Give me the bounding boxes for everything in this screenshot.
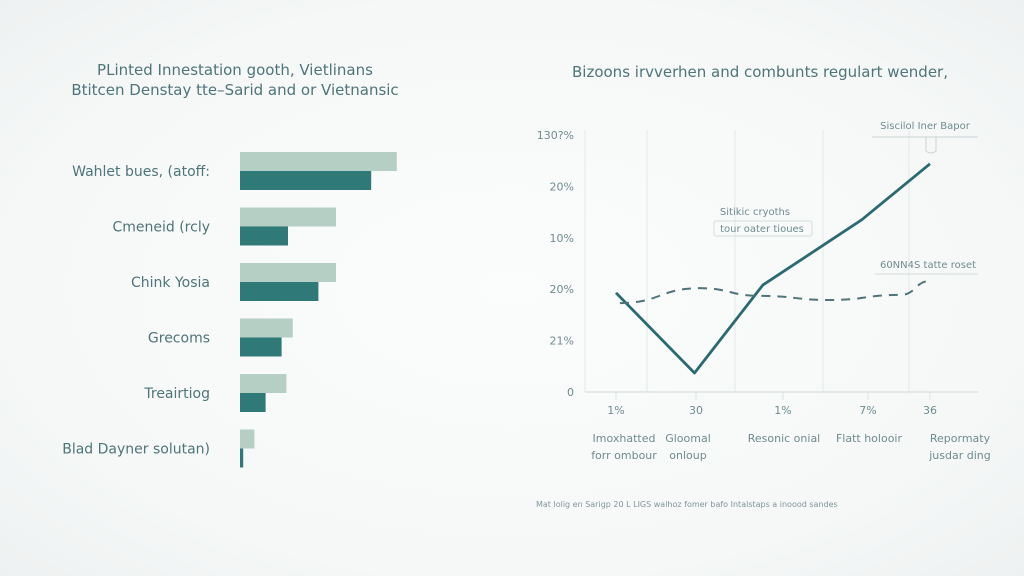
bar-category-label: Grecoms — [148, 331, 210, 347]
y-tick-label: 20% — [550, 180, 574, 193]
y-tick-label: 130?% — [537, 129, 574, 142]
bar-chart-title-line: Btitcen Denstay tte–Sarid and or Vietnan… — [71, 81, 399, 99]
bar-category-label: Cmeneid (rcly — [112, 220, 210, 236]
bar-series-dark — [240, 282, 319, 301]
footnote: Mat lolig en Sarigp 20 L LIGS walhoz fom… — [536, 500, 838, 509]
x-category-label: Flatt holooir — [836, 432, 903, 445]
line-series-solid — [614, 162, 931, 375]
y-tick-label: 21% — [550, 335, 574, 348]
x-category-label: Imoxhatted — [593, 432, 656, 445]
x-category-label: Resonic onial — [748, 432, 821, 445]
x-category-label: Gloomal — [665, 432, 711, 445]
x-tick-label: 7% — [859, 404, 876, 417]
annotation-label: tour oater tioues — [720, 224, 804, 235]
y-tick-label: 0 — [567, 386, 574, 399]
annotation-label: 60NN4S tatte roset — [880, 260, 976, 271]
x-category-label: onloup — [669, 449, 706, 462]
bar-series-dark — [240, 448, 244, 468]
x-tick-label: 36 — [923, 404, 937, 417]
bar-chart-title: PLinted Innestation gooth, Vietlinans Bt… — [40, 60, 430, 100]
annotation-label: Sitikic cryoths — [720, 207, 790, 218]
y-tick-label: 10% — [550, 232, 574, 245]
line-series-dashed — [619, 279, 931, 305]
line-chart-title: Bizoons irvverhen and combunts regulart … — [572, 63, 948, 81]
x-tick-label: 30 — [689, 404, 703, 417]
x-category-label: Repormaty — [930, 432, 991, 445]
x-tick-label: 1% — [774, 404, 791, 417]
bar-series-light — [240, 263, 336, 282]
bar-chart-title-line: PLinted Innestation gooth, Vietlinans — [97, 61, 373, 79]
bar-series-dark — [240, 171, 372, 190]
annotation-box — [713, 220, 813, 237]
y-tick-label: 20% — [550, 283, 574, 296]
annotation-label: Siscilol Iner Bapor — [880, 121, 971, 132]
bar-series-light — [240, 152, 397, 171]
bar-series-dark — [240, 393, 266, 412]
bar-series-light — [240, 207, 336, 227]
bar-series-dark — [240, 226, 288, 246]
bar-series-light — [240, 429, 255, 449]
bar-series-light — [240, 318, 293, 338]
bar-series-dark — [240, 337, 282, 357]
bar-category-label: Wahlet bues, (atoff: — [72, 164, 210, 180]
bar-series-light — [240, 374, 287, 393]
bar-category-label: Blad Dayner solutan) — [62, 442, 210, 458]
bar-category-label: Chink Yosia — [131, 275, 210, 291]
annotation-pointer — [925, 137, 937, 154]
x-category-label: jusdar ding — [928, 449, 991, 462]
x-tick-label: 1% — [607, 404, 624, 417]
x-category-label: forr ombour — [591, 449, 657, 462]
bar-category-label: Treairtiog — [143, 386, 210, 402]
